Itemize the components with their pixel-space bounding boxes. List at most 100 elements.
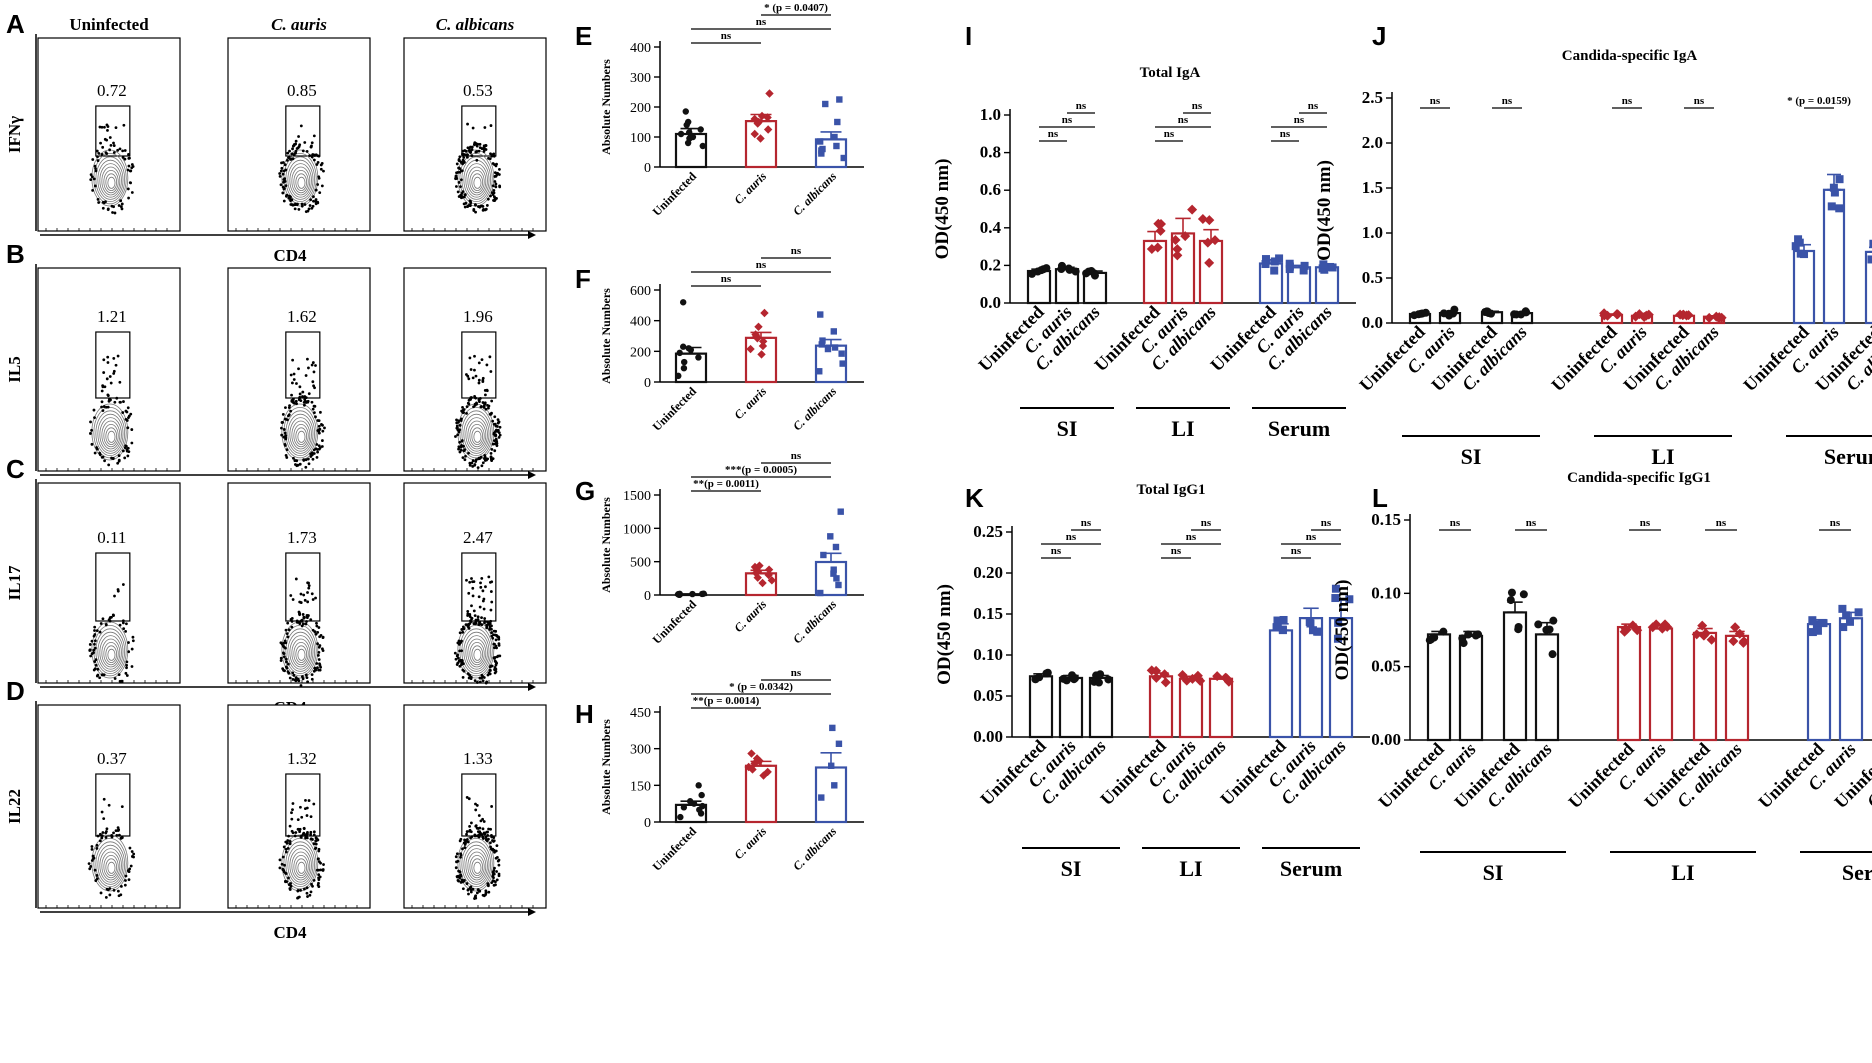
event-dot	[465, 405, 469, 409]
gated-dot	[465, 153, 468, 157]
gated-dot	[465, 578, 468, 582]
event-dot	[453, 651, 457, 655]
gate-box	[95, 552, 131, 622]
event-dot	[96, 198, 100, 201]
contour	[99, 163, 122, 198]
event-dot	[93, 629, 96, 632]
event-dot	[288, 839, 292, 843]
event-dot	[281, 161, 285, 164]
significance-text: ns	[1716, 517, 1727, 529]
event-dot	[481, 401, 485, 404]
gated-dot	[477, 833, 481, 837]
data-point	[1700, 628, 1711, 639]
event-dot	[498, 168, 501, 171]
group-label: LI	[1171, 416, 1194, 441]
event-dot	[121, 619, 125, 623]
event-dot	[122, 400, 125, 403]
event-dot	[309, 833, 312, 836]
event-dot	[282, 428, 286, 431]
gated-dot	[299, 124, 303, 128]
event-dot	[466, 840, 470, 844]
gated-dot	[302, 593, 306, 597]
contour	[285, 841, 316, 887]
event-dot	[287, 196, 291, 200]
event-dot	[465, 832, 468, 836]
contour	[291, 851, 311, 881]
event-dot	[94, 646, 97, 650]
event-dot	[312, 158, 316, 162]
gated-dot	[490, 805, 494, 808]
event-dot	[482, 406, 486, 409]
event-dot	[302, 831, 306, 835]
data-point	[1474, 630, 1483, 639]
data-point	[679, 343, 687, 350]
gated-dot	[472, 609, 476, 613]
event-dot	[99, 622, 103, 625]
event-dot	[287, 155, 291, 159]
event-dot	[322, 863, 325, 866]
gated-dot	[306, 600, 310, 604]
data-point	[750, 114, 759, 124]
data-point	[833, 575, 840, 582]
gated-dot	[304, 622, 308, 626]
event-dot	[315, 662, 319, 665]
data-point	[1094, 678, 1103, 687]
contour	[287, 159, 314, 200]
bar	[1178, 677, 1204, 739]
contour	[105, 645, 118, 663]
event-dot	[286, 662, 290, 666]
event-dot	[289, 884, 293, 888]
event-dot	[95, 629, 99, 633]
contour	[101, 420, 121, 450]
event-dot	[459, 445, 463, 449]
event-dot	[471, 459, 475, 462]
contour	[297, 648, 306, 661]
event-dot	[109, 143, 113, 147]
event-dot	[455, 162, 459, 166]
gated-dot	[108, 136, 112, 139]
contour	[287, 844, 314, 885]
gated-dot	[100, 125, 104, 129]
event-dot	[465, 830, 469, 833]
group-label: LI	[1651, 444, 1674, 469]
event-dot	[124, 444, 128, 448]
data-point	[1519, 590, 1528, 599]
event-dot	[90, 848, 94, 851]
contour	[287, 631, 314, 672]
event-dot	[317, 424, 321, 428]
data-point	[829, 724, 836, 732]
gated-dot	[114, 126, 118, 130]
event-dot	[293, 207, 297, 211]
event-dot	[102, 673, 106, 677]
event-dot	[131, 635, 135, 639]
gated-dot	[297, 367, 300, 371]
event-dot	[120, 202, 124, 206]
gated-dot	[467, 591, 471, 595]
event-dot	[287, 834, 290, 838]
data-point	[758, 337, 768, 346]
event-dot	[284, 436, 288, 439]
contour	[465, 417, 488, 452]
event-dot	[494, 638, 498, 642]
data-point	[1854, 608, 1863, 617]
event-dot	[488, 412, 492, 416]
data-point	[1439, 627, 1448, 636]
event-dot	[289, 409, 293, 413]
gated-dot	[307, 366, 310, 370]
gated-dot	[467, 377, 471, 381]
event-dot	[301, 677, 305, 681]
event-dot	[89, 173, 93, 177]
event-dot	[478, 676, 482, 680]
bar	[1268, 629, 1294, 739]
event-dot	[317, 154, 321, 158]
bar	[1806, 623, 1832, 742]
event-dot	[315, 624, 319, 628]
event-dot	[100, 836, 104, 840]
event-dot	[454, 657, 458, 661]
gated-dot	[112, 372, 116, 375]
gated-dot	[102, 358, 106, 362]
data-point	[834, 118, 841, 126]
event-dot	[455, 185, 458, 188]
gated-dot	[305, 806, 309, 810]
event-dot	[323, 426, 326, 430]
